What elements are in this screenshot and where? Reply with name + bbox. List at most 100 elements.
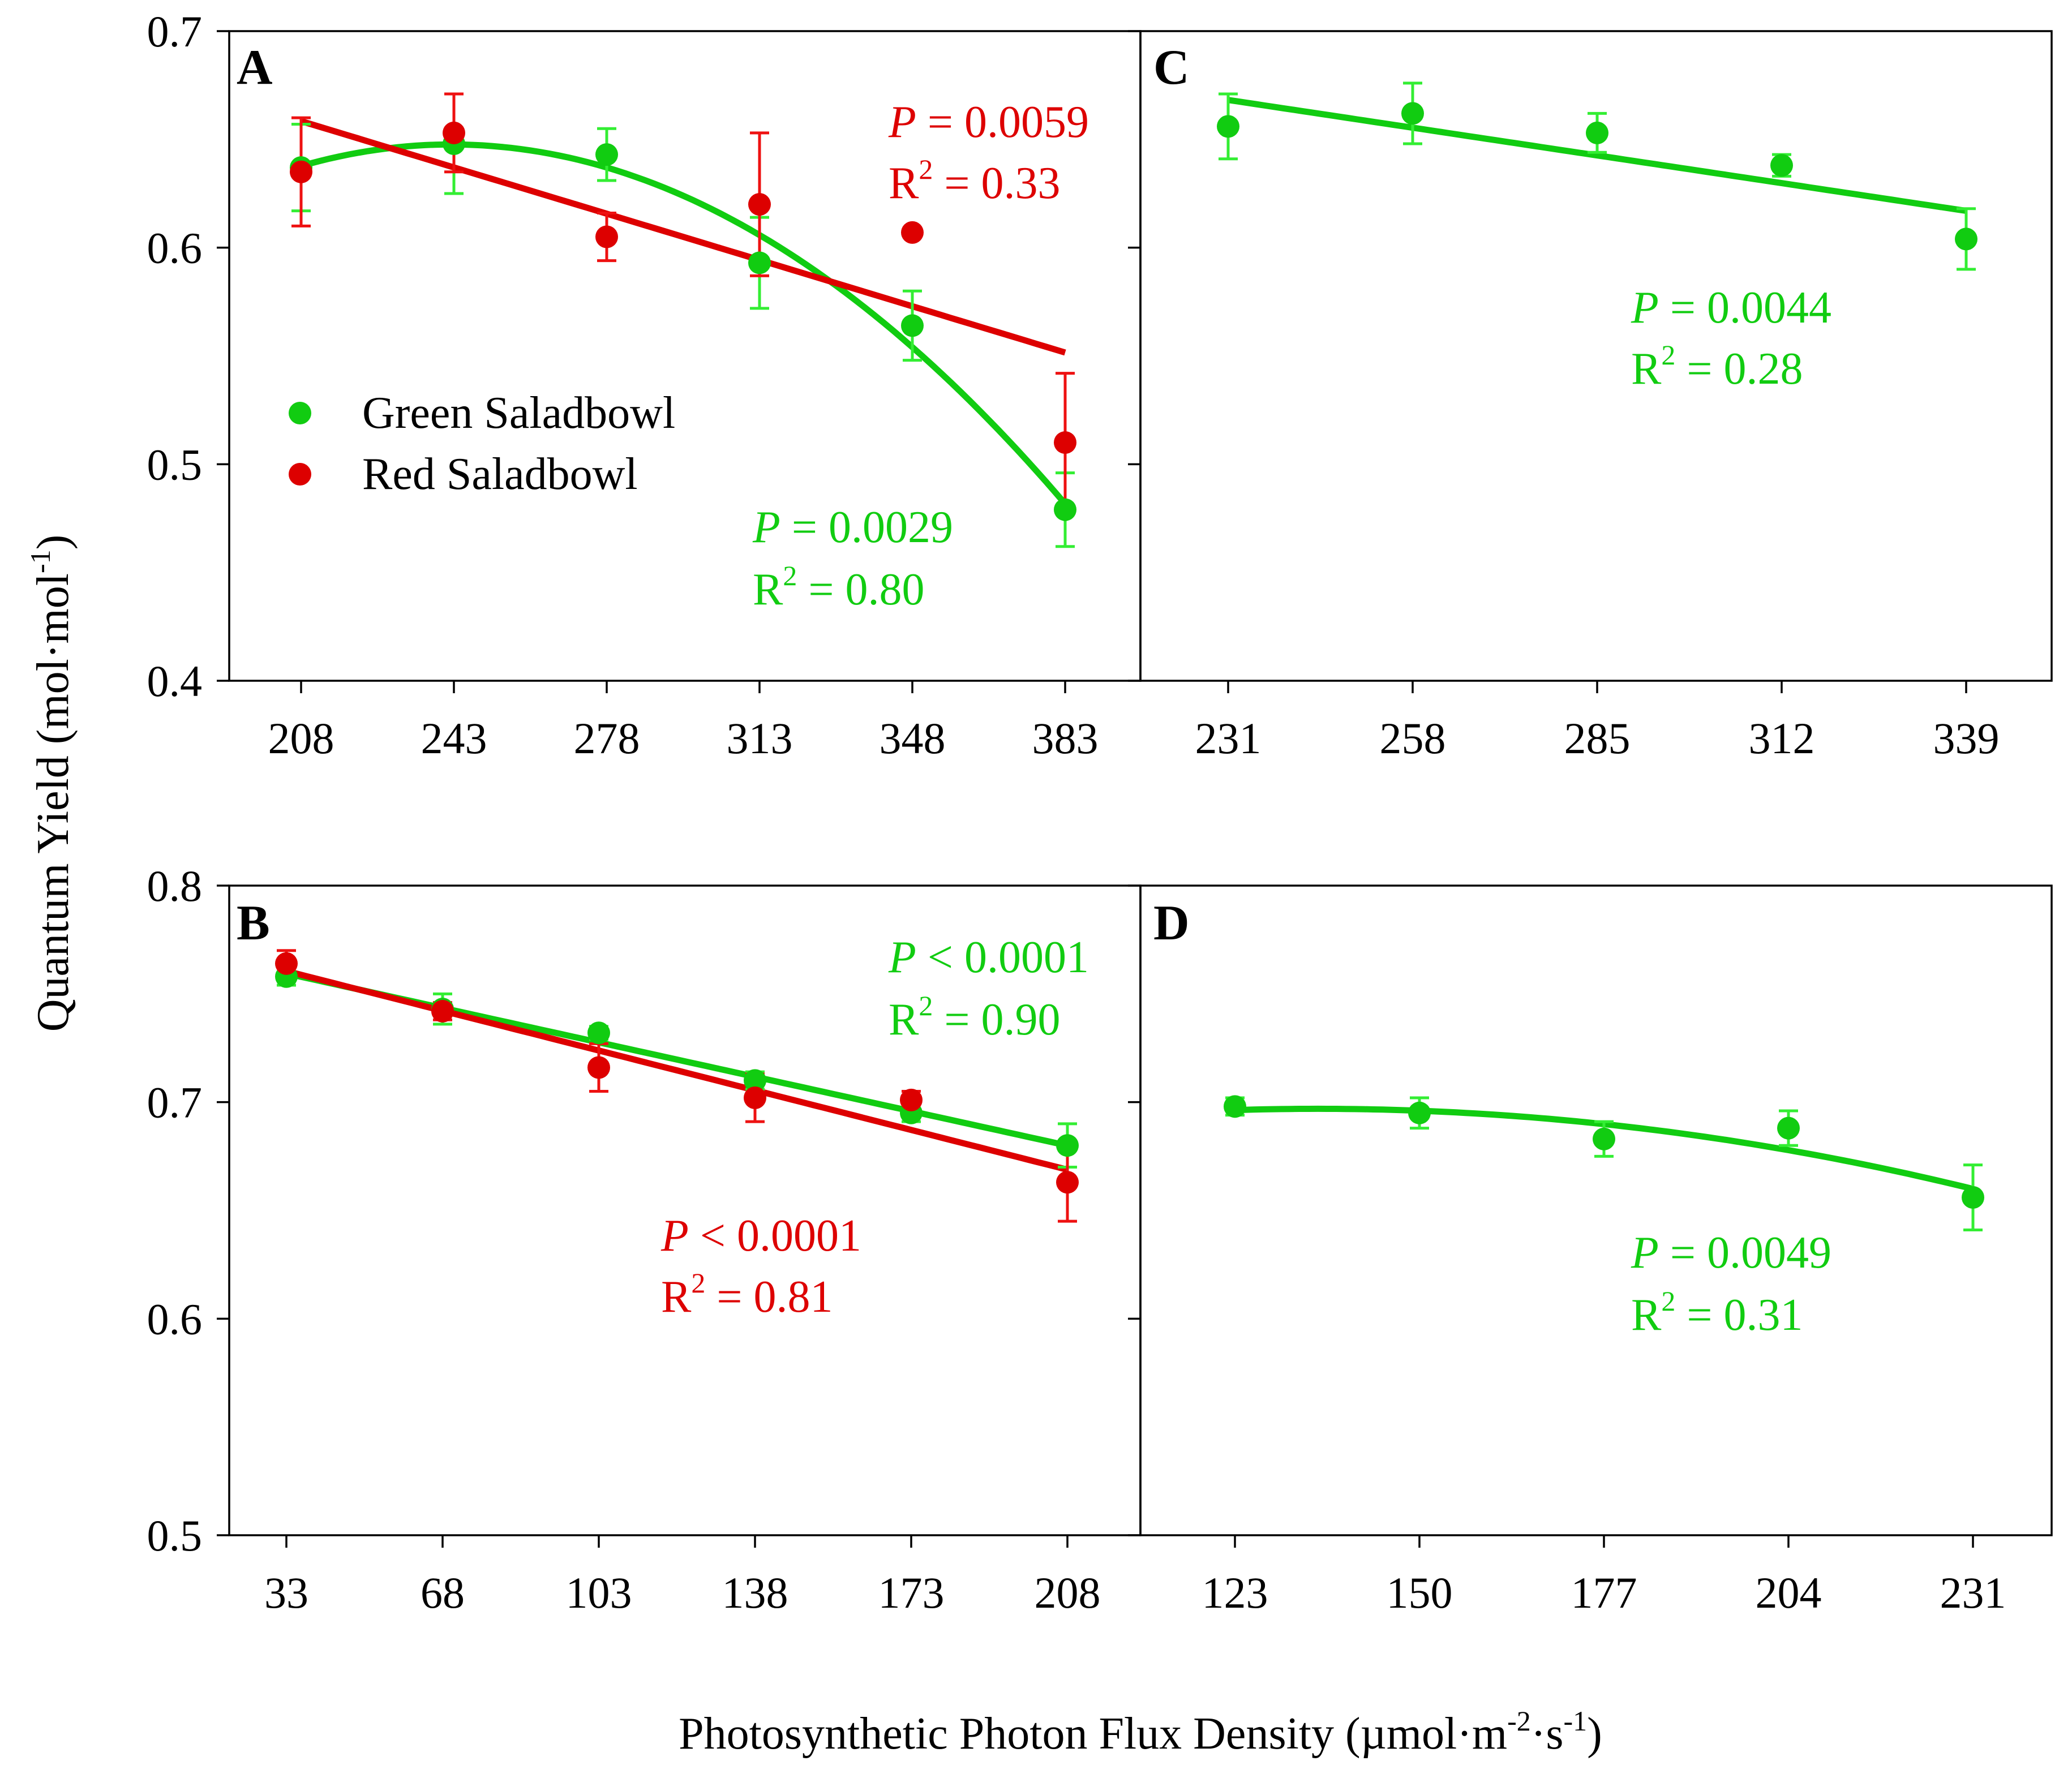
fits-layer (285, 97, 1974, 1192)
p-value: < 0.0001 (689, 1211, 861, 1261)
legend-red-label: Red Saladbowl (362, 449, 638, 499)
panel-b-y-tick-label: 0.5 (147, 1511, 203, 1560)
panel-a-x-tick-label: 383 (1032, 714, 1099, 763)
panel-a-letter: A (237, 40, 273, 95)
r-symbol: R (889, 995, 919, 1045)
x-axis-title: Photosynthetic Photon Flux Density (µmol… (679, 1705, 1602, 1759)
r2-value: = 0.33 (933, 158, 1060, 208)
x-axis-title-mid: ·s (1531, 1709, 1564, 1759)
panel-d-green-data-point (1593, 1127, 1615, 1150)
panel-d-letter: D (1153, 896, 1190, 951)
r2-value: = 0.81 (705, 1272, 833, 1322)
panel-b-red-p-annotation: P < 0.0001 (660, 1211, 861, 1261)
p-symbol: P (1631, 1228, 1659, 1278)
panel-c-x-tick-label: 258 (1380, 714, 1446, 763)
x-axis-title-main: Photosynthetic Photon Flux Density (µmol… (679, 1709, 1507, 1759)
errors-layer (277, 81, 1983, 1231)
panel-b-red-data-point (587, 1056, 610, 1079)
panel-a-red-data-point (901, 221, 924, 244)
x-axis-title-sup1: -2 (1507, 1705, 1531, 1737)
legend-red-marker (289, 463, 311, 486)
panel-b-green-data-point (1056, 1134, 1079, 1157)
panel-d-green-data-point (1777, 1116, 1800, 1140)
p-value: = 0.0059 (916, 97, 1089, 147)
panel-c-green-r2-annotation: R2 = 0.28 (1631, 339, 1803, 394)
panel-b-x-tick-label: 138 (722, 1568, 788, 1617)
panel-b-x-tick-label: 103 (566, 1568, 632, 1617)
r-superscript: 2 (783, 560, 797, 591)
p-symbol: P (888, 933, 916, 982)
panel-d-x-tick-label: 150 (1387, 1568, 1453, 1617)
panel-a-red-r2-annotation: R2 = 0.33 (889, 153, 1060, 208)
panel-b-red-data-point (1056, 1171, 1079, 1194)
panel-a-green-p-annotation: P = 0.0029 (752, 503, 953, 552)
p-value: = 0.0049 (1659, 1228, 1831, 1278)
panel-c-green-data-point (1217, 115, 1239, 138)
p-value: = 0.0029 (780, 503, 953, 552)
panel-b-green-r2-annotation: R2 = 0.90 (889, 990, 1060, 1045)
panel-d-x-tick-label: 177 (1571, 1568, 1637, 1617)
ticks-layer: 208 243 278 313 348 383 0.4 0.5 0.6 0.7 231 258 285 3… (147, 7, 2006, 1617)
panel-b-green-data-point (744, 1069, 766, 1092)
r-superscript: 2 (919, 990, 933, 1021)
panel-c-green-data-point (1770, 154, 1793, 177)
panel-a-green-data-point (595, 143, 618, 166)
panel-a-x-tick-label: 313 (727, 714, 793, 763)
panel-c-x-tick-label: 231 (1195, 714, 1262, 763)
points-layer (275, 102, 1984, 1209)
panel-d-green-r2-annotation: R2 = 0.31 (1631, 1285, 1803, 1340)
panel-b-red-r2-annotation: R2 = 0.81 (661, 1267, 833, 1322)
r-superscript: 2 (1661, 339, 1675, 371)
panel-a-y-tick-label: 0.6 (147, 224, 203, 273)
r-symbol: R (661, 1272, 692, 1322)
panel-a-green-data-point (1054, 498, 1076, 521)
y-axis-title-sup: -1 (24, 549, 56, 573)
panel-a-red-data-point (290, 160, 312, 183)
p-symbol: P (888, 97, 916, 147)
panel-c-frame (1139, 30, 2053, 682)
panel-b-x-tick-label: 33 (264, 1568, 308, 1617)
panel-a-green-data-point (748, 251, 771, 274)
panel-a-green-fit-line (300, 141, 1068, 506)
y-axis-title-main: Quantum Yield (mol·mol (28, 573, 78, 1032)
panel-a-y-tick-label: 0.4 (147, 656, 203, 706)
panel-a-red-fit-line (300, 118, 1066, 356)
panel-d-green-data-point (1962, 1186, 1984, 1209)
p-symbol: P (1631, 283, 1659, 333)
panel-d-frame (1139, 884, 2053, 1536)
legend-green-label: Green Saladbowl (362, 388, 675, 438)
panel-b-green-p-annotation: P < 0.0001 (888, 933, 1089, 982)
panel-a-red-data-point (595, 225, 618, 248)
panel-d-x-tick-label: 204 (1756, 1568, 1822, 1617)
panel-c-x-tick-label: 285 (1564, 714, 1631, 763)
panel-b-y-tick-label: 0.8 (147, 861, 203, 911)
panel-c-x-tick-label: 312 (1749, 714, 1815, 763)
panel-a-red-p-annotation: P = 0.0059 (888, 97, 1089, 147)
panel-b-letter: B (237, 896, 270, 951)
panel-d-x-tick-label: 123 (1202, 1568, 1268, 1617)
panel-a-red-data-point (748, 193, 771, 216)
panel-b-y-tick-label: 0.6 (147, 1294, 203, 1343)
p-symbol: P (660, 1211, 689, 1261)
y-axis-title-end: ) (28, 535, 78, 550)
panel-b-x-tick-label: 173 (878, 1568, 945, 1617)
legend: Green Saladbowl Red Saladbowl (289, 388, 675, 499)
panel-c-green-fit-line (1228, 97, 1967, 214)
panel-c-green-data-point (1401, 102, 1424, 125)
p-symbol: P (752, 503, 780, 552)
r-symbol: R (1631, 1290, 1662, 1340)
panel-a-green-r2-annotation: R2 = 0.80 (753, 560, 924, 615)
x-axis-title-end: ) (1587, 1709, 1602, 1759)
panel-b-x-tick-label: 208 (1035, 1568, 1101, 1617)
panel-b-y-tick-label: 0.7 (147, 1078, 203, 1127)
panel-a-red-data-point (443, 121, 465, 144)
panel-b-red-data-point (744, 1086, 766, 1110)
panel-a-red-data-point (1054, 431, 1076, 454)
panel-c-x-tick-label: 339 (1933, 714, 2000, 763)
panel-b-red-data-point (900, 1088, 923, 1111)
p-value: = 0.0044 (1659, 283, 1831, 333)
panel-b-green-data-point (587, 1021, 610, 1045)
panel-b-red-data-point (431, 999, 454, 1023)
panel-d-green-data-point (1224, 1095, 1246, 1118)
